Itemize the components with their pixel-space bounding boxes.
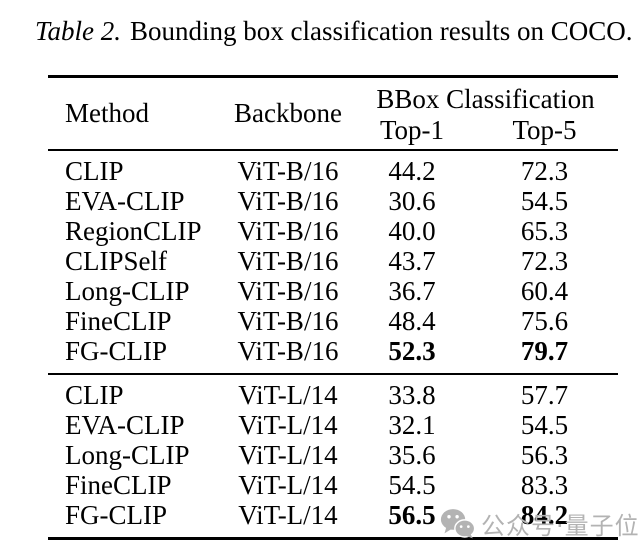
header-row-sub: Top-1 Top-5 [48,115,618,150]
cell-top1: 33.8 [388,380,436,410]
column-header-top5: Top-5 [512,115,577,145]
cell-method: FG-CLIP [65,336,168,366]
cell-method: Long-CLIP [65,440,190,470]
cell-top1: 40.0 [388,216,436,246]
table-row: Long-CLIP ViT-L/14 35.6 56.3 [48,440,618,470]
cell-top1: 30.6 [388,186,436,216]
cell-top5: 54.5 [520,410,569,440]
cell-backbone: ViT-B/16 [237,156,339,186]
header-row-group: Method Backbone BBox Classification [48,77,618,128]
table-body-vitb16: CLIP ViT-B/16 44.2 72.3 EVA-CLIP ViT-B/16 30.6… [48,150,618,374]
column-header-backbone: Backbone [234,98,342,128]
cell-top1: 54.5 [388,470,436,500]
watermark: 公众号·量子位 [440,508,638,544]
cell-top5: 72.3 [520,246,569,276]
caption-label: Table 2. [35,16,122,46]
cell-backbone: ViT-B/16 [237,276,339,306]
cell-method: FineCLIP [65,306,172,336]
cell-top1: 48.4 [388,306,436,336]
cell-top1: 52.3 [388,336,436,366]
column-header-bbox-classification: BBox Classification [376,84,595,114]
table-caption: Table 2. Bounding box classification resu… [35,15,633,47]
cell-top5: 57.7 [520,380,569,410]
table-body-vitl14: CLIP ViT-L/14 33.8 57.7 EVA-CLIP ViT-L/14 32.1… [48,374,618,539]
cell-backbone: ViT-B/16 [237,216,339,246]
cell-top5: 83.3 [520,470,569,500]
cell-backbone: ViT-B/16 [237,186,339,216]
results-table: Method Backbone BBox Classification Top-… [48,75,618,540]
cell-backbone: ViT-B/16 [237,246,339,276]
cell-method: FG-CLIP [65,500,168,530]
cell-top1: 32.1 [388,410,436,440]
cell-method: CLIPSelf [65,246,168,276]
table-row: EVA-CLIP ViT-B/16 30.6 54.5 [48,186,618,216]
wechat-icon [440,508,476,544]
table-row: RegionCLIP ViT-B/16 40.0 65.3 [48,216,618,246]
cell-backbone: ViT-L/14 [238,380,338,410]
table-row: CLIP ViT-B/16 44.2 72.3 [48,150,618,186]
cell-top1: 36.7 [388,276,436,306]
table-row: FineCLIP ViT-B/16 48.4 75.6 [48,306,618,336]
column-header-top1: Top-1 [379,115,445,145]
column-header-method: Method [65,98,149,128]
watermark-text: 公众号·量子位 [481,512,638,540]
cell-backbone: ViT-B/16 [237,306,339,336]
cell-backbone: ViT-L/14 [238,500,338,530]
cell-top5: 56.3 [520,440,569,470]
cell-top5: 75.6 [520,306,569,336]
cell-method: CLIP [65,380,124,410]
cell-top5: 54.5 [520,186,569,216]
cell-top5: 79.7 [520,336,569,366]
table-row: FineCLIP ViT-L/14 54.5 83.3 [48,470,618,500]
cell-backbone: ViT-L/14 [238,410,338,440]
cell-top5: 72.3 [520,156,569,186]
cell-method: RegionCLIP [65,216,202,246]
cell-backbone: ViT-L/14 [238,470,338,500]
table-row: CLIPSelf ViT-B/16 43.7 72.3 [48,246,618,276]
cell-method: EVA-CLIP [65,186,185,216]
cell-backbone: ViT-B/16 [237,336,339,366]
cell-method: Long-CLIP [65,276,190,306]
table-row: EVA-CLIP ViT-L/14 32.1 54.5 [48,410,618,440]
cell-backbone: ViT-L/14 [238,440,338,470]
cell-top1: 56.5 [388,500,436,530]
table-row: FG-CLIP ViT-B/16 52.3 79.7 [48,336,618,374]
table-row: CLIP ViT-L/14 33.8 57.7 [48,374,618,410]
cell-top1: 44.2 [388,156,436,186]
caption-text: Bounding box classification results on C… [130,16,633,46]
cell-method: FineCLIP [65,470,172,500]
cell-top5: 84.2 [520,500,569,530]
table-row: FG-CLIP ViT-L/14 56.5 84.2 [48,500,618,539]
cell-method: EVA-CLIP [65,410,185,440]
table-row: Long-CLIP ViT-B/16 36.7 60.4 [48,276,618,306]
cell-method: CLIP [65,156,124,186]
cell-top1: 35.6 [388,440,436,470]
cell-top5: 65.3 [520,216,569,246]
cell-top5: 60.4 [520,276,569,306]
table-header: Method Backbone BBox Classification Top-… [48,77,618,150]
cell-top1: 43.7 [388,246,436,276]
